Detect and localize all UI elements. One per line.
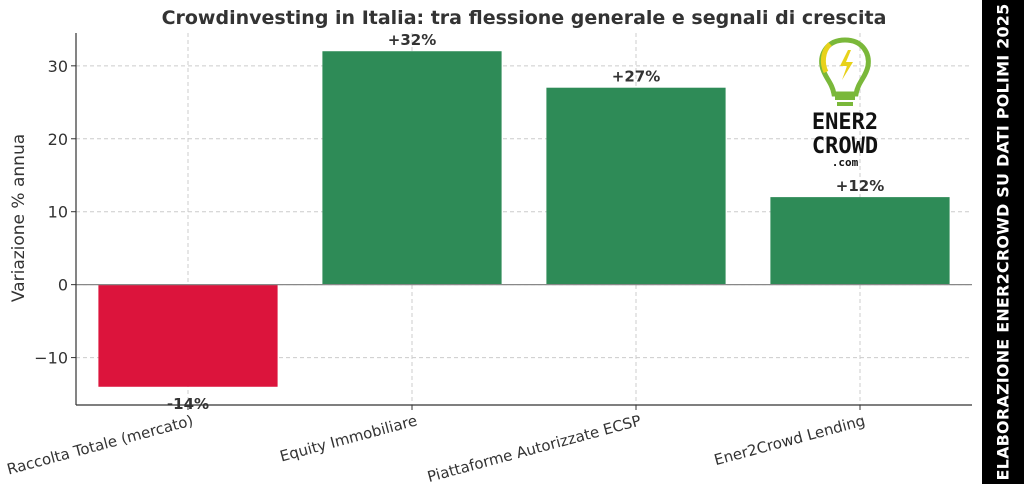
data-label: +32%: [388, 31, 436, 49]
ener2crowd-logo: ENER2 CROWD .com: [812, 37, 878, 169]
logo-line-2: CROWD: [812, 134, 878, 159]
x-tick-label: Raccolta Totale (mercato): [5, 411, 195, 478]
lightbulb-icon: [819, 37, 871, 106]
logo-line-1: ENER2: [812, 110, 878, 135]
data-label: +27%: [612, 68, 660, 86]
x-tick-label: Ener2Crowd Lending: [712, 411, 867, 469]
axes: [71, 33, 972, 410]
y-tick-label: 0: [58, 276, 68, 295]
bar: [546, 87, 726, 285]
data-label: +12%: [836, 177, 884, 195]
logo-line-3: .com: [832, 156, 859, 169]
data-label: -14%: [167, 395, 209, 413]
y-axis-label: Variazione % annua: [9, 134, 29, 302]
chart: Crowdinvesting in Italia: tra flessione …: [5, 7, 972, 484]
side-caption: ELABORAZIONE ENER2CROWD SU DATI POLIMI 2…: [993, 3, 1013, 481]
y-tick-label: 10: [48, 203, 68, 222]
x-tick-label: Equity Immobiliare: [278, 411, 419, 465]
y-tick-label: −10: [34, 349, 68, 368]
chart-title: Crowdinvesting in Italia: tra flessione …: [162, 7, 887, 29]
x-tick-label: Piattaforme Autorizzate ECSP: [425, 411, 643, 484]
bars: [98, 51, 950, 387]
data-labels: -14% +32% +27% +12%: [167, 31, 884, 413]
bar: [322, 51, 502, 285]
y-tick-label: 20: [48, 130, 68, 149]
bar: [770, 197, 950, 285]
side-caption-band: [982, 0, 1024, 484]
y-tick-label: 30: [48, 57, 68, 76]
bar: [98, 284, 278, 387]
